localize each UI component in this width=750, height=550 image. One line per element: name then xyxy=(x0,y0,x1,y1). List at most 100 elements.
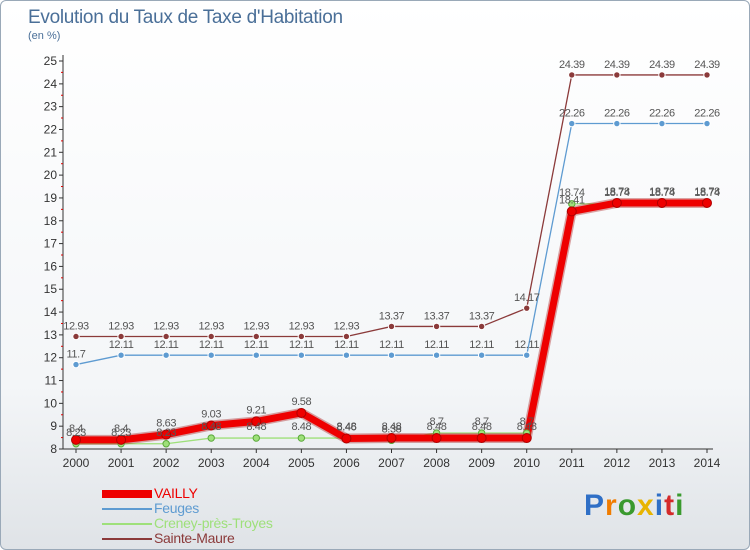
point-3-2003 xyxy=(207,332,215,341)
data-label-3-2005: 12.93 xyxy=(289,320,315,332)
x-tick-label-2007: 2007 xyxy=(378,456,405,470)
data-label-2-2013: 18.74 xyxy=(649,187,675,199)
data-label-0-2003: 9.03 xyxy=(201,408,221,420)
data-label-2-2010: 8.7 xyxy=(520,416,534,428)
legend-label-3: Sainte-Maure xyxy=(154,530,235,546)
data-label-2-2009: 8.7 xyxy=(475,416,489,428)
data-label-2-2005: 8.48 xyxy=(291,421,311,433)
x-tick-label-2008: 2008 xyxy=(423,456,450,470)
data-label-0-2010: 8.48 xyxy=(517,421,537,433)
point-0-2002 xyxy=(161,429,172,440)
point-0-2006 xyxy=(341,433,352,444)
data-label-3-2000: 12.93 xyxy=(63,320,89,332)
data-label-1-2003: 12.11 xyxy=(199,339,224,351)
x-tick-label-2012: 2012 xyxy=(604,456,631,470)
x-tick-label-2014: 2014 xyxy=(694,456,721,470)
data-label-0-2000: 8.4 xyxy=(69,423,83,435)
y-tick-label-13: 13 xyxy=(44,328,58,342)
data-label-0-2008: 8.48 xyxy=(427,421,447,433)
data-label-2-2008: 8.7 xyxy=(430,416,444,428)
point-2-2005 xyxy=(297,434,306,442)
point-0-2001 xyxy=(116,434,127,445)
point-3-2014 xyxy=(703,71,711,79)
x-tick-label-2003: 2003 xyxy=(198,456,225,470)
legend-swatch-2 xyxy=(102,523,152,525)
y-tick-label-22: 22 xyxy=(44,122,58,136)
legend-label-1: Feuges xyxy=(154,500,199,516)
data-label-1-2013: 22.26 xyxy=(649,108,675,120)
logo-letter-5: t xyxy=(664,489,676,522)
point-1-2004 xyxy=(252,351,260,359)
data-label-1-2010: 12.11 xyxy=(514,339,539,351)
legend-label-2: Creney-près-Troyes xyxy=(154,515,273,531)
logo-letter-2: o xyxy=(617,489,638,522)
point-1-2013 xyxy=(658,119,666,128)
data-label-3-2008: 13.37 xyxy=(424,310,450,322)
data-label-1-2001: 12.11 xyxy=(109,339,134,351)
point-1-2014 xyxy=(703,119,711,128)
logo-letter-6: i xyxy=(675,489,685,522)
data-label-2-2012: 18.74 xyxy=(604,187,630,199)
data-label-0-2012: 18.78 xyxy=(604,186,630,198)
point-1-2002 xyxy=(162,351,170,359)
y-tick-label-20: 20 xyxy=(44,168,58,182)
y-tick-label-8: 8 xyxy=(50,442,57,456)
y-tick-label-11: 11 xyxy=(45,374,58,388)
data-label-3-2007: 13.37 xyxy=(379,310,405,322)
data-label-3-2013: 24.39 xyxy=(649,59,675,71)
point-1-2008 xyxy=(432,351,441,359)
y-axis-unit: (en %) xyxy=(28,30,61,42)
point-0-2010 xyxy=(521,433,532,444)
point-3-2002 xyxy=(162,332,170,341)
data-label-2-2002: 8.23 xyxy=(156,427,176,439)
y-tick-label-16: 16 xyxy=(44,259,58,273)
point-1-2010 xyxy=(523,351,531,359)
data-label-2-2014: 18.74 xyxy=(694,187,720,199)
point-3-2006 xyxy=(342,332,351,341)
point-0-2013 xyxy=(656,197,667,208)
point-3-2011 xyxy=(568,71,576,79)
data-label-2-2007: 8.38 xyxy=(382,423,402,435)
y-tick-label-19: 19 xyxy=(44,191,58,205)
data-label-2-2003: 8.48 xyxy=(201,421,221,433)
y-tick-label-23: 23 xyxy=(44,100,58,114)
point-3-2010 xyxy=(523,304,531,312)
data-label-1-2012: 22.26 xyxy=(604,108,630,120)
point-0-2007 xyxy=(386,433,397,444)
data-label-1-2011: 22.26 xyxy=(559,108,585,120)
data-label-1-2009: 12.11 xyxy=(469,339,494,351)
legend-swatch-3 xyxy=(102,538,152,540)
y-tick-label-18: 18 xyxy=(44,214,58,228)
point-0-2014 xyxy=(702,197,712,208)
point-0-2011 xyxy=(566,206,577,217)
point-3-2007 xyxy=(387,322,396,331)
point-3-2000 xyxy=(72,332,80,341)
data-label-1-2007: 12.11 xyxy=(379,339,404,351)
proxiti-logo: Proxiti xyxy=(584,489,684,523)
legend-swatch-0 xyxy=(102,490,152,498)
chart-title: Evolution du Taux de Taxe d'Habitation xyxy=(28,7,343,28)
data-label-0-2006: 8.46 xyxy=(337,422,357,434)
data-label-0-2002: 8.63 xyxy=(156,418,176,430)
data-label-0-2005: 9.58 xyxy=(291,396,311,408)
data-label-0-2009: 8.48 xyxy=(472,421,492,433)
x-tick-label-2004: 2004 xyxy=(243,456,270,470)
x-tick-label-2006: 2006 xyxy=(333,456,360,470)
point-1-2012 xyxy=(613,119,621,128)
logo-letter-4: i xyxy=(654,489,665,522)
data-label-2-2000: 8.23 xyxy=(66,427,86,439)
data-label-0-2004: 9.21 xyxy=(246,404,266,416)
data-label-1-2006: 12.11 xyxy=(334,339,359,351)
point-1-2011 xyxy=(568,119,576,128)
point-0-2003 xyxy=(206,420,217,431)
point-1-2000 xyxy=(72,360,80,369)
x-tick-label-2009: 2009 xyxy=(468,456,495,470)
x-tick-label-2002: 2002 xyxy=(153,456,180,470)
point-1-2003 xyxy=(207,351,215,359)
y-tick-label-10: 10 xyxy=(44,396,58,410)
point-0-2012 xyxy=(611,197,622,208)
y-tick-label-12: 12 xyxy=(44,351,58,365)
data-label-2-2006: 8.48 xyxy=(337,421,357,433)
data-label-0-2014: 18.78 xyxy=(694,186,720,198)
